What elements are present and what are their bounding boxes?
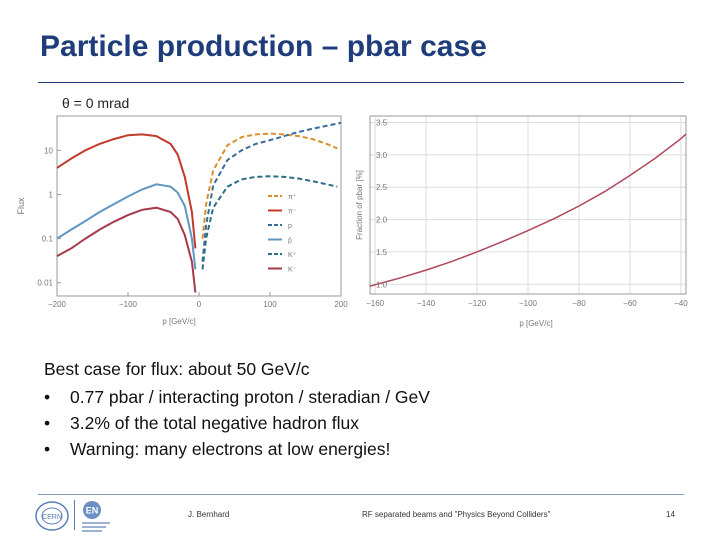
fraction-x-axis-label: p [GeV/c] — [519, 319, 552, 328]
fraction-y-tick-label: 3.0 — [376, 151, 388, 160]
en-logo-text: EN — [86, 506, 99, 516]
fraction-x-tick-label: −60 — [623, 299, 637, 308]
bullet-text: 0.77 pbar / interacting proton / steradi… — [70, 387, 430, 407]
bullet-item: • Warning: many electrons at low energie… — [44, 436, 430, 462]
flux-series-line — [201, 121, 342, 262]
cern-logo-text: CERN — [42, 514, 62, 521]
bullet-item: • 0.77 pbar / interacting proton / stera… — [44, 384, 430, 410]
flux-legend-label: K⁻ — [288, 267, 297, 274]
flux-y-tick-label: 10 — [44, 146, 53, 155]
bullet-text: Warning: many electrons at low energies! — [70, 439, 391, 459]
flux-y-tick-label: 0.01 — [37, 279, 53, 288]
flux-y-tick-label: 1 — [49, 190, 54, 199]
footer-page-number: 14 — [666, 510, 675, 519]
footer-divider — [38, 494, 684, 495]
fraction-x-tick-label: −100 — [519, 299, 538, 308]
bullet-dot: • — [44, 387, 51, 407]
flux-series-line — [56, 183, 197, 270]
flux-legend-label: p — [288, 223, 292, 230]
flux-x-tick-label: 200 — [334, 300, 348, 309]
flux-y-axis-label: Flux — [16, 197, 26, 215]
bullet-dot: • — [44, 439, 51, 459]
flux-x-tick-label: 100 — [263, 300, 277, 309]
flux-legend-label: K⁺ — [288, 252, 297, 259]
theta-label: θ = 0 mrad — [62, 95, 130, 111]
en-department-logo: EN — [82, 501, 110, 532]
body-heading: Best case for flux: about 50 GeV/c — [44, 359, 310, 379]
fraction-y-tick-label: 1.5 — [376, 248, 388, 257]
flux-series-line — [56, 206, 197, 293]
flux-x-tick-label: −100 — [119, 300, 138, 309]
fraction-plot-frame — [369, 115, 687, 295]
fraction-x-tick-label: −160 — [366, 299, 385, 308]
fraction-y-tick-label: 3.5 — [376, 118, 388, 127]
flux-x-tick-label: 0 — [197, 300, 202, 309]
flux-y-tick-label: 0.1 — [42, 235, 54, 244]
fraction-y-tick-label: 1.0 — [376, 280, 388, 289]
footer-author: J. Bernhard — [188, 510, 230, 519]
flux-x-tick-label: −200 — [48, 300, 67, 309]
title-divider — [38, 82, 684, 83]
footer-talk-title: RF separated beams and "Physics Beyond C… — [362, 510, 551, 519]
bullet-dot: • — [44, 413, 51, 433]
fraction-x-tick-label: −140 — [417, 299, 436, 308]
slide-title: Particle production – pbar case — [40, 30, 487, 63]
fraction-y-tick-label: 2.0 — [376, 216, 388, 225]
flux-legend-label: p̄ — [288, 238, 292, 245]
fraction-x-tick-label: −120 — [468, 299, 487, 308]
fraction-y-tick-label: 2.5 — [376, 183, 388, 192]
logo-separator — [74, 500, 75, 530]
fraction-y-axis-label: Fraction of pbar [%] — [355, 170, 364, 240]
flux-x-axis-label: p [GeV/c] — [162, 317, 195, 326]
flux-series-line — [201, 175, 338, 270]
fraction-x-tick-label: −40 — [674, 299, 688, 308]
bullet-item: • 3.2% of the total negative hadron flux — [44, 410, 430, 436]
cern-logo: CERN — [35, 501, 69, 531]
fraction-series-line — [369, 133, 687, 287]
flux-series-line — [201, 132, 338, 239]
flux-series-line — [56, 133, 197, 249]
fraction-x-tick-label: −80 — [572, 299, 586, 308]
flux-legend-label: π⁻ — [288, 209, 297, 216]
bullet-text: 3.2% of the total negative hadron flux — [70, 413, 359, 433]
flux-legend-label: π⁺ — [288, 194, 297, 201]
slide-body: Best case for flux: about 50 GeV/c • 0.7… — [44, 356, 430, 462]
